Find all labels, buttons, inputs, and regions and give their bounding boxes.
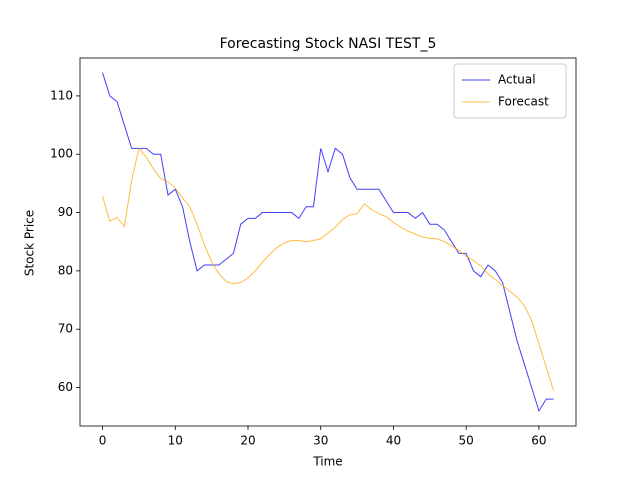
x-tick-label: 20 (240, 434, 255, 448)
y-tick-label: 70 (58, 322, 73, 336)
series-line (102, 147, 554, 391)
series-line (102, 72, 554, 413)
legend-label: Forecast (498, 95, 549, 109)
x-tick-label: 60 (531, 434, 546, 448)
x-axis-label: Time (312, 455, 342, 469)
legend-box (453, 63, 567, 119)
x-tick-label: 40 (386, 434, 401, 448)
x-tick-label: 0 (99, 434, 107, 448)
y-tick-label: 110 (50, 88, 73, 102)
legend-label: Actual (498, 73, 536, 87)
chart-title: Forecasting Stock NASI TEST_5 (220, 36, 437, 52)
x-tick-label: 30 (313, 434, 328, 448)
y-axis-label: Stock Price (23, 210, 37, 276)
y-tick-label: 80 (58, 263, 73, 277)
y-tick-label: 90 (58, 205, 73, 219)
y-tick-label: 60 (58, 380, 73, 394)
x-tick-label: 50 (459, 434, 474, 448)
x-tick-label: 10 (168, 434, 183, 448)
plot-frame (79, 57, 577, 427)
y-tick-label: 100 (50, 147, 73, 161)
